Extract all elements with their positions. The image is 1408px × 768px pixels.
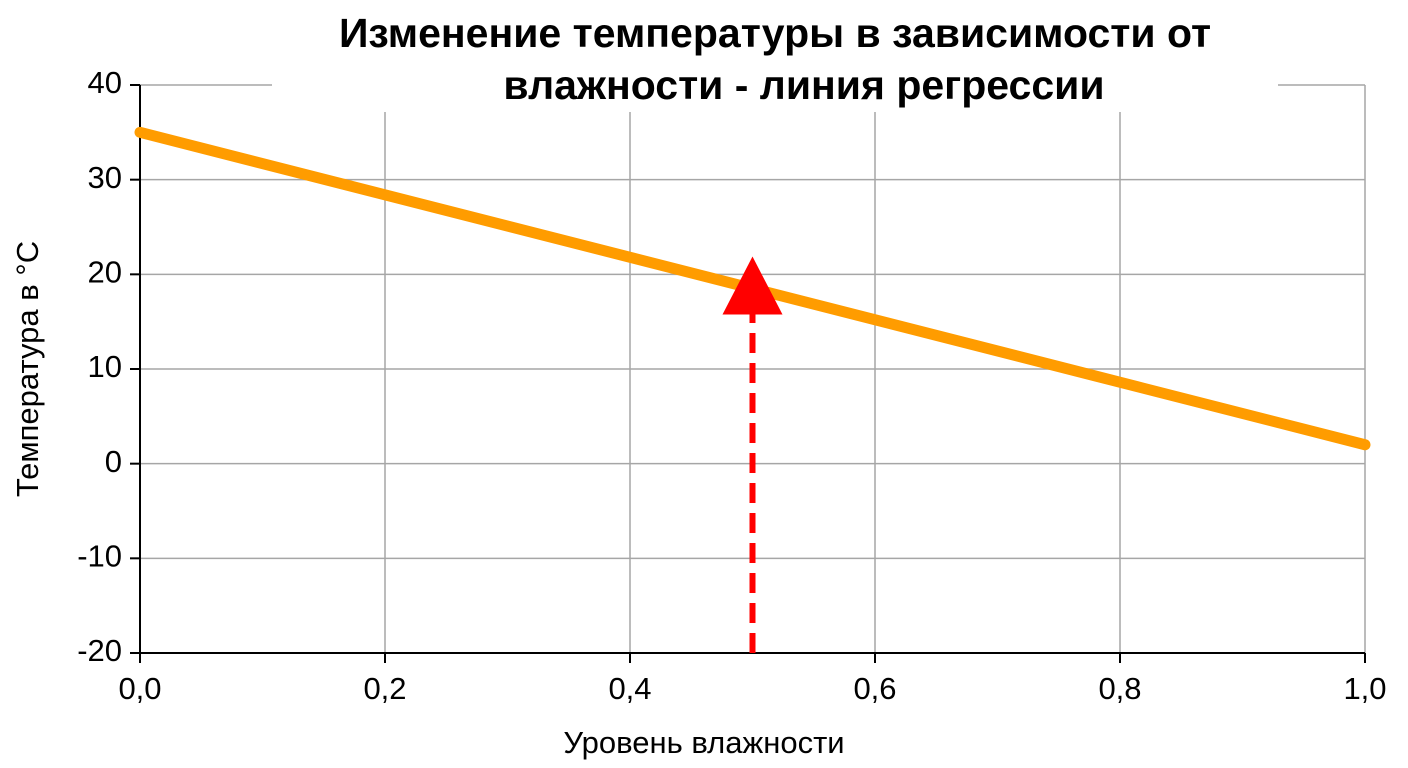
x-tick-label: 0,4 xyxy=(608,671,651,706)
x-axis-label: Уровень влажности xyxy=(563,725,844,760)
x-tick-label: 1,0 xyxy=(1343,671,1386,706)
chart-title: Изменение температуры в зависимости от xyxy=(339,10,1211,56)
y-tick-label: -10 xyxy=(77,539,122,574)
chart-title: влажности - линия регрессии xyxy=(503,62,1104,108)
x-tick-label: 0,8 xyxy=(1098,671,1141,706)
y-tick-label: 10 xyxy=(88,349,122,384)
x-tick-label: 0,0 xyxy=(118,671,161,706)
y-tick-label: 0 xyxy=(105,444,122,479)
y-axis-label: Температура в °C xyxy=(10,241,45,497)
title-background xyxy=(272,2,1278,112)
x-tick-label: 0,2 xyxy=(363,671,406,706)
y-tick-label: -20 xyxy=(77,633,122,668)
x-tick-label: 0,6 xyxy=(853,671,896,706)
y-tick-label: 20 xyxy=(88,255,122,290)
y-tick-label: 30 xyxy=(88,160,122,195)
y-tick-label: 40 xyxy=(88,65,122,100)
marker-arrow xyxy=(722,256,783,315)
